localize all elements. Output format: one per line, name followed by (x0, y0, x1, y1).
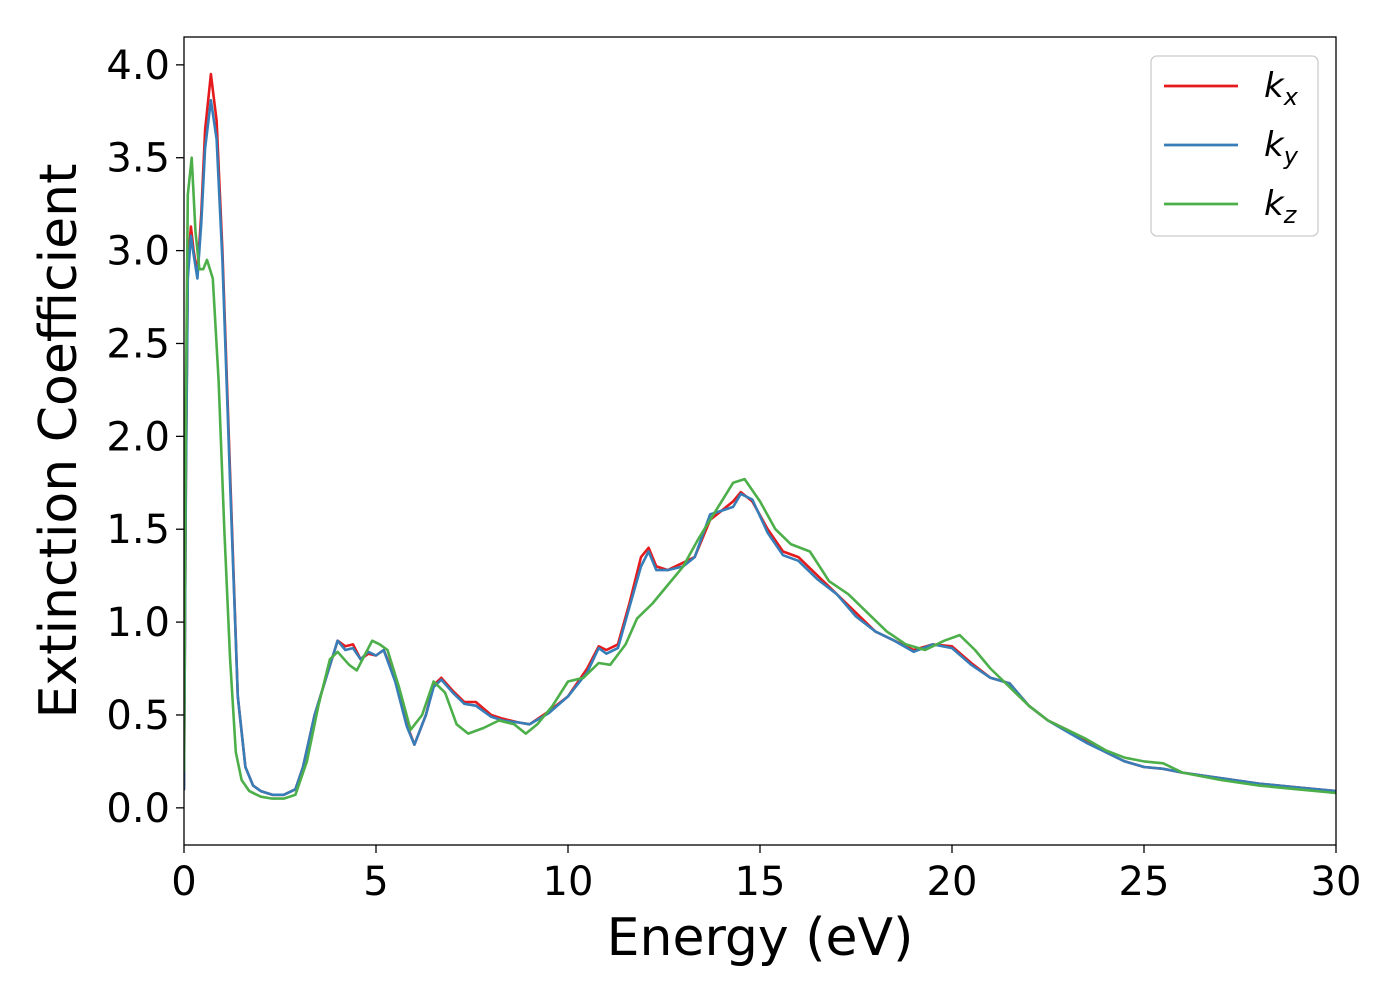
y-tick-label: 3.0 (106, 229, 170, 275)
y-tick-label: 0.5 (106, 693, 170, 739)
y-axis-label: Extinction Coefficient (29, 164, 89, 719)
series-line-y (184, 98, 1336, 797)
x-tick-label: 30 (1311, 859, 1362, 905)
series-line-z (184, 156, 1336, 800)
legend-label-y: ky (1264, 125, 1299, 170)
x-tick-label: 5 (363, 859, 388, 905)
x-tick-label: 0 (171, 859, 196, 905)
legend-label-subscript: x (1283, 83, 1299, 111)
legend-label-x: kx (1264, 66, 1299, 111)
y-tick-label: 1.5 (106, 507, 170, 553)
legend-label-z: kz (1264, 184, 1298, 229)
legend-label-base: k (1264, 66, 1285, 106)
legend-label-subscript: y (1283, 142, 1299, 170)
x-tick-label: 25 (1119, 859, 1170, 905)
x-tick-label: 10 (543, 859, 594, 905)
y-tick-label: 0.0 (106, 786, 170, 832)
y-tick-label: 2.0 (106, 414, 170, 460)
legend-label-base: k (1264, 184, 1285, 224)
legend-label-base: k (1264, 125, 1285, 165)
x-axis-label: Energy (eV) (607, 908, 914, 968)
y-tick-label: 3.5 (106, 136, 170, 182)
legend-label-subscript: z (1283, 201, 1298, 229)
x-tick-label: 15 (735, 859, 786, 905)
y-axis: 0.0 0.5 1.0 1.5 2.0 2.5 3.0 3.5 4.0 (106, 43, 184, 832)
y-tick-label: 4.0 (106, 43, 170, 89)
y-tick-label: 2.5 (106, 321, 170, 367)
x-axis: 0 5 10 15 20 25 30 (171, 845, 1361, 905)
y-tick-label: 1.0 (106, 600, 170, 646)
x-tick-label: 20 (927, 859, 978, 905)
series-layer (184, 72, 1336, 800)
